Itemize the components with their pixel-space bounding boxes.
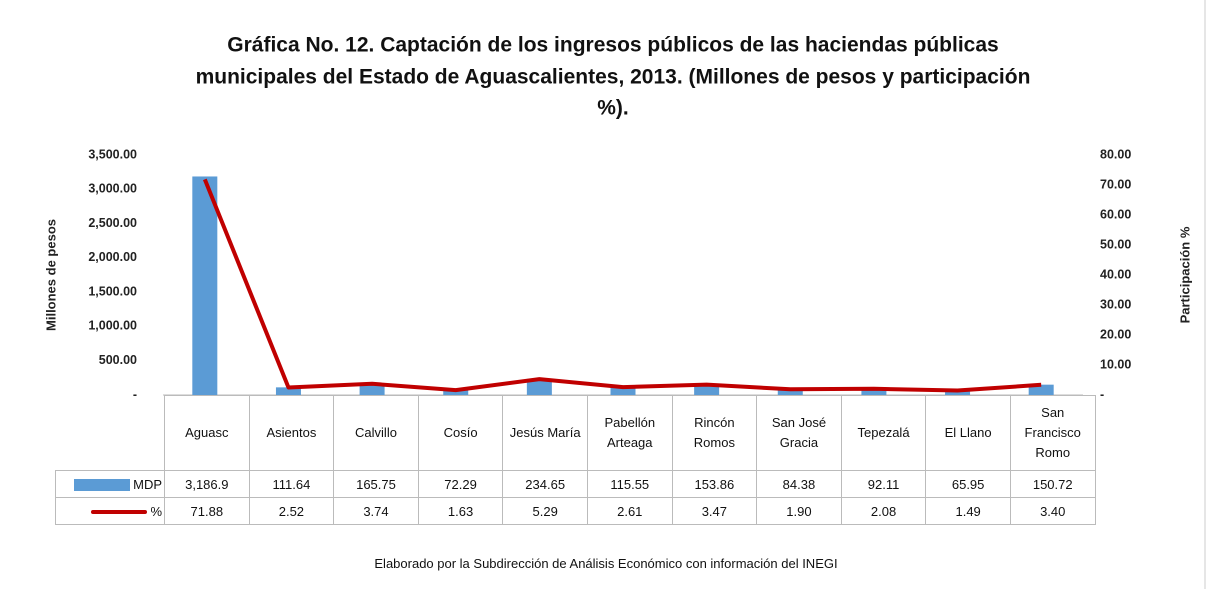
table-value: 71.88 bbox=[164, 497, 250, 525]
data-table: Aguasc Asientos Calvillo Cosío Jesús María Pa… bbox=[55, 395, 1096, 525]
legend-entry: % bbox=[55, 497, 165, 525]
table-value: 72.29 bbox=[417, 470, 504, 498]
y2-tick-label: 40.00 bbox=[1100, 267, 1131, 281]
table-corner bbox=[55, 395, 165, 471]
table-value: 111.64 bbox=[248, 470, 335, 498]
table-header-row: Aguasc Asientos Calvillo Cosío Jesús María Pa… bbox=[55, 395, 1096, 471]
table-value: 165.75 bbox=[333, 470, 419, 498]
category-label: Aguasc bbox=[164, 395, 250, 471]
table-value: 150.72 bbox=[1009, 470, 1096, 498]
table-value: 1.90 bbox=[756, 497, 842, 525]
y-axis-label: Millones de pesos bbox=[43, 219, 58, 331]
legend-bar-key bbox=[74, 479, 131, 492]
legend-entry: MDP bbox=[55, 470, 165, 498]
y-tick-label: 500.00 bbox=[99, 353, 137, 367]
category-label: Asientos bbox=[248, 395, 335, 471]
category-label: Cosío bbox=[417, 395, 504, 471]
table-value: 3.40 bbox=[1009, 497, 1096, 525]
table-value: 2.08 bbox=[840, 497, 927, 525]
bar bbox=[694, 384, 720, 395]
table-value: 1.63 bbox=[417, 497, 504, 525]
y-tick-label: - bbox=[133, 387, 137, 401]
table-value: 3.74 bbox=[333, 497, 419, 525]
table-value: 153.86 bbox=[671, 470, 758, 498]
category-label: San José Gracia bbox=[756, 395, 842, 471]
table-value: 65.95 bbox=[925, 470, 1011, 498]
table-row: % 71.88 2.52 3.74 1.63 5.29 2.61 3.47 1.90 2.08 1.… bbox=[55, 497, 1096, 525]
bar bbox=[777, 389, 803, 395]
legend-line-key bbox=[91, 510, 148, 515]
category-label: Calvillo bbox=[333, 395, 419, 471]
table-value: 84.38 bbox=[756, 470, 842, 498]
bar bbox=[192, 176, 218, 395]
y2-tick-label: 60.00 bbox=[1100, 207, 1131, 221]
y2-tick-label: 70.00 bbox=[1100, 177, 1131, 191]
bar bbox=[945, 390, 971, 395]
chart-title: Gráfica No. 12. Captación de los ingreso… bbox=[227, 34, 998, 57]
category-label: Jesús María bbox=[502, 395, 588, 471]
table-value: 234.65 bbox=[502, 470, 588, 498]
y2-tick-label: 10.00 bbox=[1100, 357, 1131, 371]
table-value: 2.61 bbox=[586, 497, 673, 525]
table-value: 1.49 bbox=[925, 497, 1011, 525]
line bbox=[202, 178, 1042, 393]
bar bbox=[1028, 384, 1054, 395]
category-label: Rincón Romos bbox=[671, 395, 758, 471]
table-value: 92.11 bbox=[840, 470, 927, 498]
bar bbox=[275, 387, 301, 395]
bar bbox=[359, 383, 385, 395]
y2-tick-label: 50.00 bbox=[1100, 237, 1131, 251]
bar bbox=[443, 390, 469, 395]
table-value: 5.29 bbox=[502, 497, 588, 525]
y-tick-label: 2,500.00 bbox=[88, 216, 137, 230]
bar bbox=[526, 378, 552, 395]
y-tick-label: 1,000.00 bbox=[88, 319, 137, 333]
table-row: MDP 3,186.9 111.64 165.75 72.29 234.65 115.55 1… bbox=[55, 470, 1096, 498]
category-label: El Llano bbox=[925, 395, 1011, 471]
y-tick-label: 2,000.00 bbox=[88, 250, 137, 264]
bar bbox=[610, 387, 636, 395]
y-tick-label: 1,500.00 bbox=[88, 284, 137, 298]
y2-tick-label: 30.00 bbox=[1100, 297, 1131, 311]
category-label: Tepezalá bbox=[840, 395, 927, 471]
table-value: 115.55 bbox=[586, 470, 673, 498]
bar bbox=[861, 388, 887, 395]
table-value: 3.47 bbox=[671, 497, 758, 525]
footer: Elaborado por la Subdirección de Análisi… bbox=[374, 556, 838, 571]
chart-title: municipales del Estado de Aguascalientes… bbox=[196, 66, 1031, 89]
table-value: 3,186.9 bbox=[164, 470, 250, 498]
chart-title: %). bbox=[597, 97, 629, 120]
y2-tick-label: - bbox=[1100, 387, 1104, 401]
category-label: San Francisco Romo bbox=[1009, 395, 1096, 471]
y2-tick-label: 20.00 bbox=[1100, 327, 1131, 341]
legend-label: MDP bbox=[133, 476, 162, 492]
category-label: Pabellón Arteaga bbox=[586, 395, 673, 471]
table-value: 2.52 bbox=[248, 497, 335, 525]
y2-tick-label: 80.00 bbox=[1100, 147, 1131, 161]
legend-label: % bbox=[150, 503, 162, 519]
y2-axis-label: Participación % bbox=[1177, 226, 1192, 323]
y-tick-label: 3,000.00 bbox=[88, 182, 137, 196]
y-tick-label: 3,500.00 bbox=[88, 147, 137, 161]
